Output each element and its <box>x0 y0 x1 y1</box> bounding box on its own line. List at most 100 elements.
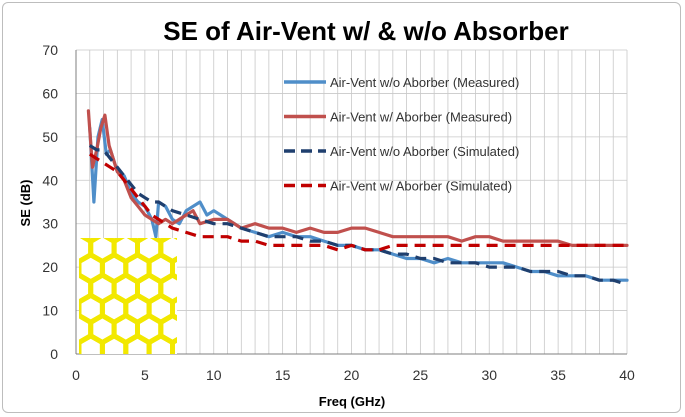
mesh-web <box>184 275 207 302</box>
mesh-web <box>124 353 128 354</box>
mesh-hole <box>92 277 112 300</box>
y-tick-label: 40 <box>42 172 58 188</box>
mesh-web <box>79 299 82 319</box>
x-tick-label: 20 <box>344 367 360 383</box>
mesh-hole <box>139 318 159 340</box>
mesh-web <box>196 255 219 282</box>
mesh-web <box>146 332 175 354</box>
mesh-hole <box>116 359 135 381</box>
mesh-hole <box>79 277 89 300</box>
mesh-hole <box>186 359 205 381</box>
mesh-web <box>44 235 67 262</box>
y-axis-label: SE (dB) <box>18 180 33 227</box>
mesh-hole <box>92 318 112 340</box>
x-axis-label: Freq (GHz) <box>319 394 385 409</box>
x-tick-label: 40 <box>619 367 635 383</box>
mesh-hole <box>89 238 93 239</box>
mesh-web <box>196 336 219 363</box>
mesh-hole <box>186 278 205 300</box>
mesh-hole <box>116 277 136 300</box>
mesh-web <box>103 238 125 245</box>
chart-title: SE of Air-Vent w/ & w/o Absorber <box>163 16 568 46</box>
mesh-web <box>79 258 82 278</box>
mesh-hole <box>104 338 124 354</box>
mesh-hole <box>104 297 124 320</box>
legend-label-1: Air-Vent w/o Aborber (Measured) <box>330 75 519 90</box>
mesh-web <box>184 356 207 383</box>
mesh-hole <box>174 261 177 276</box>
mesh-hole <box>139 277 159 300</box>
series-line-2 <box>86 109 629 247</box>
y-tick-label: 50 <box>42 129 58 145</box>
mesh-hole <box>127 257 147 280</box>
mesh-hole <box>163 318 177 340</box>
mesh-hole <box>58 338 77 360</box>
y-tick-label: 10 <box>42 303 58 319</box>
mesh-web <box>80 238 102 245</box>
mesh-web <box>184 235 207 262</box>
series-line-1 <box>88 117 629 282</box>
mesh-web <box>99 332 129 354</box>
mesh-hole <box>127 338 147 354</box>
mesh-hole <box>186 318 205 340</box>
mesh-hole <box>198 257 217 279</box>
mesh-hole <box>186 237 205 259</box>
mesh-web <box>44 316 67 343</box>
mesh-web <box>126 238 149 245</box>
mesh-hole <box>58 217 77 239</box>
mesh-hole <box>174 301 177 316</box>
mesh-hole <box>46 237 65 259</box>
x-tick-label: 25 <box>413 367 429 383</box>
mesh-hole <box>198 298 217 320</box>
legend: Air-Vent w/o Aborber (Measured) Air-Vent … <box>284 75 519 194</box>
mesh-hole <box>81 297 101 320</box>
x-tick-label: 15 <box>275 367 291 383</box>
mesh-hole <box>58 298 77 320</box>
x-tick-label: 0 <box>72 367 80 383</box>
mesh-web <box>79 332 105 354</box>
mesh-hole <box>79 318 89 340</box>
mesh-web <box>196 295 219 322</box>
x-tick-label: 30 <box>481 367 497 383</box>
mesh-hole <box>127 297 147 320</box>
legend-label-4: Air-Vent w/ Aborber (Simulated) <box>330 179 512 194</box>
x-tick-label: 10 <box>206 367 222 383</box>
mesh-web <box>170 353 175 354</box>
mesh-hole <box>46 278 65 300</box>
mesh-hole <box>79 238 89 259</box>
mesh-web <box>44 275 67 302</box>
series-line-3 <box>88 144 628 287</box>
mesh-hole <box>112 238 116 239</box>
mesh-hole <box>93 359 112 381</box>
mesh-hole <box>174 342 177 354</box>
y-tick-label: 20 <box>42 259 58 275</box>
hexagonal-mesh-icon <box>44 214 219 383</box>
mesh-hole <box>163 238 177 259</box>
mesh-hole <box>139 238 159 259</box>
mesh-hole <box>198 338 217 360</box>
mesh-hole <box>163 359 182 381</box>
x-tick-label: 35 <box>550 367 566 383</box>
mesh-hole <box>81 257 101 280</box>
mesh-hole <box>151 338 171 354</box>
x-tick-label: 5 <box>141 367 149 383</box>
mesh-hole <box>92 238 112 259</box>
series-line-4 <box>88 152 627 252</box>
mesh-web <box>184 316 207 343</box>
mesh-hole <box>116 238 136 259</box>
series-lines <box>86 109 629 287</box>
mesh-web <box>56 214 79 241</box>
mesh-hole <box>81 338 101 354</box>
mesh-hole <box>151 257 171 280</box>
mesh-hole <box>163 277 177 300</box>
tick-labels: 0 5 10 15 20 25 30 35 40 0 10 20 30 40 50 60 70 <box>42 42 635 383</box>
mesh-web <box>123 332 152 354</box>
mesh-hole <box>116 318 136 340</box>
legend-label-2: Air-Vent w/ Aborber (Measured) <box>330 110 512 125</box>
mesh-web <box>79 339 82 354</box>
mesh-hole <box>46 318 65 340</box>
y-tick-label: 60 <box>42 85 58 101</box>
legend-label-3: Air-Vent w/o Aborber (Simulated) <box>330 144 519 159</box>
mesh-hole <box>151 297 171 320</box>
